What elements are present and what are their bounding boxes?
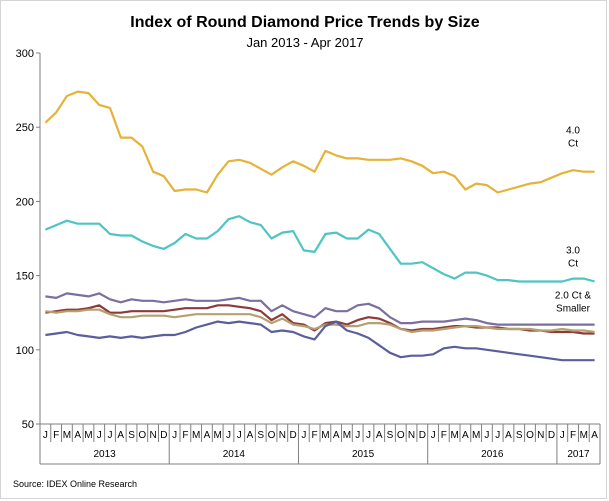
month-label: M [214,430,222,441]
month-label: N [149,430,156,441]
month-label: A [376,430,383,441]
chart-title: Index of Round Diamond Price Trends by S… [130,14,479,31]
year-label: 2017 [567,449,590,460]
axes [39,53,600,465]
month-label: M [321,430,329,441]
month-label: O [138,430,146,441]
year-label: 2016 [481,449,504,460]
y-tick-label: 150 [16,271,34,283]
chart-subtitle: Jan 2013 - Apr 2017 [246,35,363,50]
source-note: Source: IDEX Online Research [13,479,137,489]
series-line-4-0-ct [44,90,595,194]
month-label: M [84,430,92,441]
month-label: J [108,430,113,441]
month-label: M [472,430,480,441]
series-label: Smaller [556,304,591,315]
month-label: J [560,430,565,441]
month-label: F [441,430,447,441]
month-label: J [43,430,48,441]
month-label: J [301,430,306,441]
series-label: Ct [568,139,578,150]
y-tick-label: 50 [22,419,34,431]
month-label: O [397,430,405,441]
month-label: S [128,430,135,441]
month-label: J [97,430,102,441]
month-label: S [257,430,264,441]
month-label: A [462,430,469,441]
year-label: 2013 [93,449,116,460]
series-label: 2.0 Ct & [555,291,591,302]
month-label: A [247,430,254,441]
month-label: M [450,430,458,441]
series-lines [44,90,595,362]
month-label: N [537,430,544,441]
month-label: F [312,430,318,441]
y-tick-label: 200 [16,196,34,208]
y-tick-label: 300 [16,48,34,60]
month-label: M [63,430,71,441]
month-label: F [570,430,576,441]
month-label: A [74,430,81,441]
month-label: O [268,430,276,441]
month-label: A [505,430,512,441]
month-label: J [172,430,177,441]
month-label: J [355,430,360,441]
year-label: 2014 [223,449,246,460]
month-label: F [182,430,188,441]
month-label: D [548,430,555,441]
month-label: D [419,430,426,441]
month-label: O [526,430,534,441]
series-line-2-0-ct-smaller [45,292,595,326]
month-label: D [160,430,167,441]
series-label: Ct [568,259,578,270]
y-tick-label: 250 [16,122,34,134]
y-tick-label: 100 [16,345,34,357]
month-label: A [204,430,211,441]
month-label: J [431,430,436,441]
month-label: A [117,430,124,441]
month-label: A [591,430,598,441]
month-label: J [226,430,231,441]
month-label: J [484,430,489,441]
series-labels: 4.0 Ct 3.0 Ct 2.0 Ct & Smaller [555,126,591,315]
month-label: A [333,430,340,441]
month-label: F [53,430,59,441]
month-label: M [343,430,351,441]
month-label: S [516,430,523,441]
month-label: N [408,430,415,441]
y-axis-ticks: 300 250 200 150 100 50 [16,48,40,431]
month-label: J [237,430,242,441]
month-label: D [289,430,296,441]
month-label: J [495,430,500,441]
month-label: J [366,430,371,441]
month-label: M [192,430,200,441]
year-label: 2015 [352,449,375,460]
series-line-0-3-ct [45,320,595,362]
month-label: N [279,430,286,441]
month-label: S [387,430,394,441]
month-label: M [580,430,588,441]
series-label: 4.0 [566,126,580,137]
series-line-3-0-ct [44,215,595,283]
series-line-0-5-ct [45,308,595,334]
series-label: 3.0 [566,246,580,257]
